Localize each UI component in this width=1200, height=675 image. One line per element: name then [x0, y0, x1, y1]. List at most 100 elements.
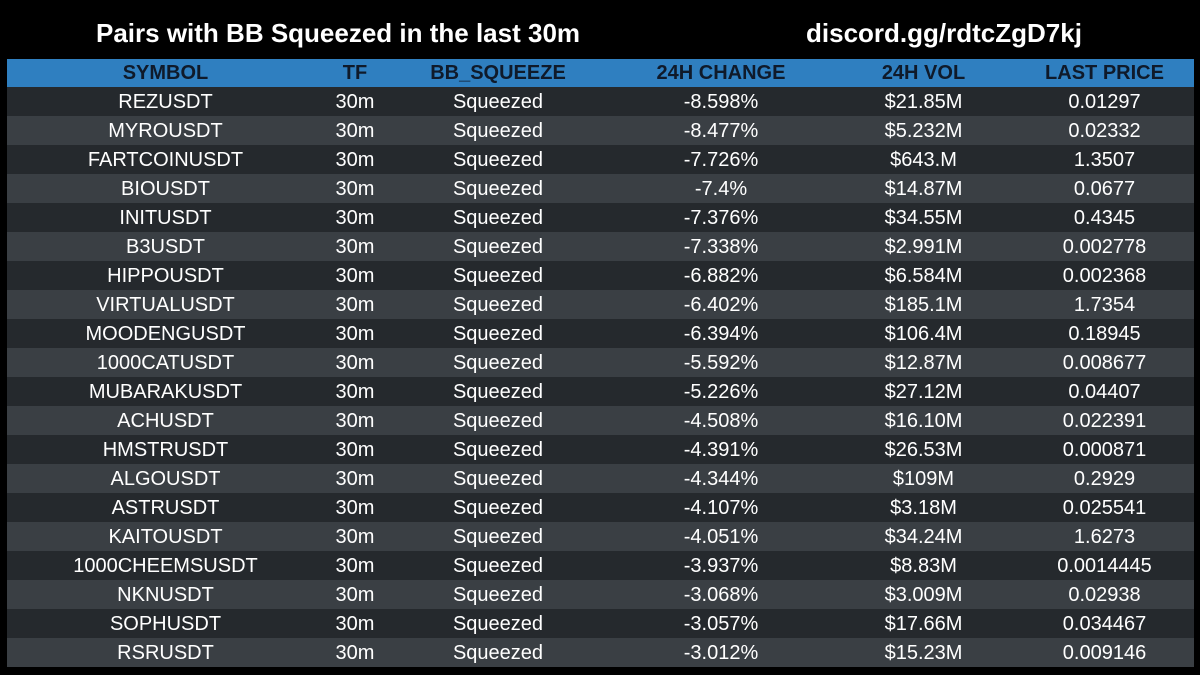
cell-symbol: MOODENGUSDT	[85, 322, 246, 345]
cell-tf: 30m	[335, 583, 375, 606]
table-row[interactable]: MUBARAKUSDT 30m Squeezed -5.226% $27.12M 0.04…	[7, 377, 1194, 406]
table-row[interactable]: HIPPOUSDT 30m Squeezed -6.882% $6.584M 0.0023…	[7, 261, 1194, 290]
cell-last-price: 1.3507	[1073, 148, 1136, 171]
cell-tf: 30m	[335, 496, 375, 519]
table-row[interactable]: 1000CHEEMSUSDT 30m Squeezed -3.937% $8.83M 0.…	[7, 551, 1194, 580]
cell-24h-change: -4.107%	[683, 496, 759, 519]
column-header-tf[interactable]: TF	[342, 62, 368, 84]
table-row[interactable]: RSRUSDT 30m Squeezed -3.012% $15.23M 0.009146	[7, 638, 1194, 667]
cell-last-price: 0.01297	[1068, 90, 1141, 113]
cell-tf: 30m	[335, 264, 375, 287]
cell-24h-vol: $3.009M	[884, 583, 963, 606]
cell-symbol: INITUSDT	[119, 206, 212, 229]
table-row[interactable]: BIOUSDT 30m Squeezed -7.4% $14.87M 0.0677	[7, 174, 1194, 203]
cell-24h-change: -6.394%	[683, 322, 759, 345]
table-row[interactable]: INITUSDT 30m Squeezed -7.376% $34.55M 0.4345	[7, 203, 1194, 232]
cell-bb-squeeze: Squeezed	[452, 438, 544, 461]
cell-bb-squeeze: Squeezed	[452, 322, 544, 345]
cell-symbol: KAITOUSDT	[108, 525, 223, 548]
cell-last-price: 0.18945	[1068, 322, 1141, 345]
cell-tf: 30m	[335, 612, 375, 635]
cell-24h-vol: $8.83M	[890, 554, 957, 577]
table-row[interactable]: NKNUSDT 30m Squeezed -3.068% $3.009M 0.02938	[7, 580, 1194, 609]
cell-bb-squeeze: Squeezed	[452, 119, 544, 142]
cell-24h-vol: $12.87M	[884, 351, 963, 374]
cell-tf: 30m	[335, 525, 375, 548]
cell-symbol: 1000CATUSDT	[96, 351, 235, 374]
cell-24h-change: -3.057%	[683, 612, 759, 635]
table-row[interactable]: VIRTUALUSDT 30m Squeezed -6.402% $185.1M 1.73…	[7, 290, 1194, 319]
cell-last-price: 0.009146	[1062, 641, 1147, 664]
table-row[interactable]: HMSTRUSDT 30m Squeezed -4.391% $26.53M 0.0008…	[7, 435, 1194, 464]
table-row[interactable]: MOODENGUSDT 30m Squeezed -6.394% $106.4M 0.18…	[7, 319, 1194, 348]
cell-24h-vol: $14.87M	[884, 177, 963, 200]
cell-bb-squeeze: Squeezed	[452, 293, 544, 316]
cell-24h-vol: $106.4M	[884, 322, 963, 345]
cell-symbol: BIOUSDT	[121, 177, 210, 200]
table-row[interactable]: 1000CATUSDT 30m Squeezed -5.592% $12.87M 0.00…	[7, 348, 1194, 377]
table-row[interactable]: ACHUSDT 30m Squeezed -4.508% $16.10M 0.022391	[7, 406, 1194, 435]
table-row[interactable]: KAITOUSDT 30m Squeezed -4.051% $34.24M 1.6273	[7, 522, 1194, 551]
cell-24h-change: -3.068%	[683, 583, 759, 606]
cell-last-price: 1.7354	[1073, 293, 1136, 316]
cell-last-price: 0.002368	[1062, 264, 1147, 287]
cell-last-price: 0.022391	[1062, 409, 1147, 432]
cell-last-price: 0.034467	[1062, 612, 1147, 635]
cell-symbol: NKNUSDT	[117, 583, 214, 606]
cell-24h-vol: $6.584M	[884, 264, 963, 287]
cell-24h-change: -4.391%	[683, 438, 759, 461]
cell-symbol: ALGOUSDT	[110, 467, 221, 490]
cell-24h-change: -7.726%	[683, 148, 759, 171]
cell-bb-squeeze: Squeezed	[452, 380, 544, 403]
page-title: Pairs with BB Squeezed in the last 30m	[96, 18, 581, 48]
cell-last-price: 1.6273	[1073, 525, 1136, 548]
table-row[interactable]: SOPHUSDT 30m Squeezed -3.057% $17.66M 0.03446…	[7, 609, 1194, 638]
cell-bb-squeeze: Squeezed	[452, 351, 544, 374]
cell-24h-vol: $2.991M	[884, 235, 963, 258]
cell-bb-squeeze: Squeezed	[452, 525, 544, 548]
cell-bb-squeeze: Squeezed	[452, 409, 544, 432]
table-row[interactable]: FARTCOINUSDT 30m Squeezed -7.726% $643.M 1.35…	[7, 145, 1194, 174]
cell-bb-squeeze: Squeezed	[452, 467, 544, 490]
cell-last-price: 0.4345	[1073, 206, 1136, 229]
cell-tf: 30m	[335, 148, 375, 171]
cell-24h-vol: $17.66M	[884, 612, 963, 635]
cell-last-price: 0.04407	[1068, 380, 1141, 403]
cell-tf: 30m	[335, 641, 375, 664]
cell-24h-vol: $5.232M	[884, 119, 963, 142]
cell-24h-vol: $16.10M	[884, 409, 963, 432]
cell-last-price: 0.000871	[1062, 438, 1147, 461]
column-header-24h-change[interactable]: 24H CHANGE	[656, 62, 786, 84]
cell-symbol: REZUSDT	[118, 90, 213, 113]
cell-24h-change: -5.226%	[683, 380, 759, 403]
column-header-last-price[interactable]: LAST PRICE	[1045, 62, 1164, 84]
table-row[interactable]: B3USDT 30m Squeezed -7.338% $2.991M 0.002778	[7, 232, 1194, 261]
cell-symbol: RSRUSDT	[117, 641, 214, 664]
cell-tf: 30m	[335, 467, 375, 490]
cell-24h-change: -3.012%	[683, 641, 759, 664]
column-header-symbol[interactable]: SYMBOL	[122, 62, 209, 84]
table-row[interactable]: REZUSDT 30m Squeezed -8.598% $21.85M 0.01297	[7, 87, 1194, 116]
table-row[interactable]: MYROUSDT 30m Squeezed -8.477% $5.232M 0.02332	[7, 116, 1194, 145]
cell-symbol: HIPPOUSDT	[107, 264, 224, 287]
cell-24h-change: -4.508%	[683, 409, 759, 432]
cell-last-price: 0.02332	[1068, 119, 1141, 142]
cell-symbol: MYROUSDT	[108, 119, 223, 142]
column-header-bb-squeeze[interactable]: BB_SQUEEZE	[430, 62, 566, 84]
cell-24h-change: -8.598%	[683, 90, 759, 113]
cell-24h-change: -4.051%	[683, 525, 759, 548]
cell-tf: 30m	[335, 119, 375, 142]
cell-symbol: ASTRUSDT	[111, 496, 220, 519]
discord-link[interactable]: discord.gg/rdtcZgD7kj	[806, 18, 1082, 48]
cell-symbol: B3USDT	[126, 235, 205, 258]
cell-bb-squeeze: Squeezed	[452, 264, 544, 287]
table-row[interactable]: ASTRUSDT 30m Squeezed -4.107% $3.18M 0.025541	[7, 493, 1194, 522]
table-row[interactable]: ALGOUSDT 30m Squeezed -4.344% $109M 0.2929	[7, 464, 1194, 493]
cell-24h-change: -4.344%	[683, 467, 759, 490]
cell-bb-squeeze: Squeezed	[452, 612, 544, 635]
cell-24h-vol: $34.55M	[884, 206, 963, 229]
column-header-24h-vol[interactable]: 24H VOL	[881, 62, 966, 84]
cell-24h-change: -7.4%	[694, 177, 748, 200]
cell-tf: 30m	[335, 409, 375, 432]
cell-bb-squeeze: Squeezed	[452, 235, 544, 258]
